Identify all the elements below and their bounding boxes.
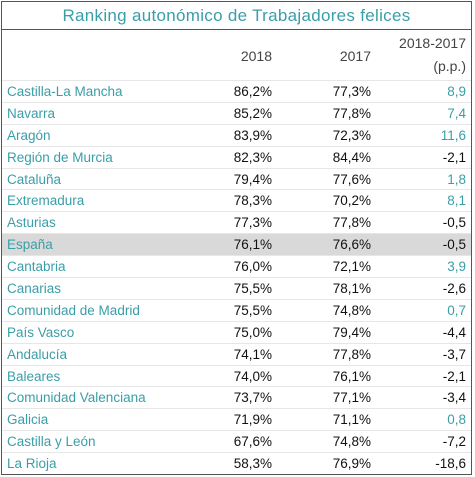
difference: 8,1	[447, 193, 466, 209]
difference: -3,4	[442, 390, 466, 406]
region-name: Canarias	[7, 281, 62, 297]
value-2017: 77,1%	[332, 390, 371, 406]
value-2018: 83,9%	[233, 127, 272, 143]
value-2017: 77,8%	[332, 346, 371, 362]
value-2018: 73,7%	[233, 390, 272, 406]
column-header: 2017	[339, 48, 371, 64]
region-name: Cataluña	[7, 171, 62, 187]
value-2018: 75,0%	[233, 324, 272, 340]
value-2018: 76,0%	[233, 259, 272, 275]
table-row: Aragón 83,9% 72,3% 11,6	[2, 123, 471, 146]
table-row: País Vasco 75,0% 79,4% -4,4	[2, 320, 471, 343]
region-name: Castilla-La Mancha	[7, 84, 123, 99]
value-2017: 78,1%	[332, 281, 371, 297]
value-2017: 84,4%	[332, 149, 371, 165]
value-2017: 77,3%	[332, 84, 371, 99]
value-2017: 71,1%	[332, 412, 371, 428]
table-row: Castilla y León 67,6% 74,8% -7,2	[2, 430, 471, 452]
value-2017: 76,1%	[332, 368, 371, 384]
difference: 3,9	[447, 259, 466, 275]
region-name: Galicia	[7, 412, 49, 428]
region-name: Baleares	[7, 368, 61, 384]
region-name: España	[7, 237, 53, 253]
value-2018: 58,3%	[233, 456, 272, 472]
table-row: Andalucía 74,1% 77,8% -3,7	[2, 342, 471, 365]
table-row: España 76,1% 76,6% -0,5	[2, 233, 471, 256]
region-name: Cantabria	[7, 259, 66, 275]
value-2017: 72,3%	[332, 127, 371, 143]
table-row: Cataluña 79,4% 77,6% 1,8	[2, 167, 471, 190]
value-2017: 77,8%	[332, 105, 371, 121]
value-2018: 74,0%	[233, 368, 272, 384]
difference: -2,6	[442, 281, 466, 297]
difference: 8,9	[447, 84, 466, 99]
table-row: Galicia 71,9% 71,1% 0,8	[2, 408, 471, 430]
difference: 11,6	[440, 127, 466, 143]
difference: 1,8	[447, 171, 466, 187]
region-name: País Vasco	[7, 324, 75, 340]
value-2018: 78,3%	[233, 193, 272, 209]
table-row: Asturias 77,3% 77,8% -0,5	[2, 211, 471, 233]
difference: -2,1	[442, 368, 466, 384]
table-row: Comunidad de Madrid 75,5% 74,8% 0,7	[2, 298, 471, 321]
value-2018: 86,2%	[233, 84, 272, 99]
value-2018: 76,1%	[233, 237, 272, 253]
region-name: Comunidad Valenciana	[7, 390, 146, 406]
value-2017: 77,6%	[332, 171, 371, 187]
table-row: Castilla-La Mancha 86,2% 77,3% 8,9	[2, 80, 471, 102]
title: Ranking autonómico de Trabajadores felic…	[2, 2, 471, 30]
value-2018: 75,5%	[233, 302, 272, 318]
value-2017: 74,8%	[332, 302, 371, 318]
difference: -18,6	[435, 456, 466, 472]
region-name: Asturias	[7, 215, 56, 231]
difference: 7,4	[447, 105, 466, 121]
value-2018: 71,9%	[233, 412, 272, 428]
value-2018: 67,6%	[233, 434, 272, 450]
value-2017: 76,9%	[332, 456, 371, 472]
value-2017: 79,4%	[332, 324, 371, 340]
table-row: Comunidad Valenciana 73,7% 77,1% -3,4	[2, 386, 471, 408]
difference: -7,2	[442, 434, 466, 450]
region-name: Castilla y León	[7, 434, 96, 450]
value-2017: 77,8%	[332, 215, 371, 231]
region-name: Navarra	[7, 105, 56, 121]
difference: -0,5	[442, 215, 466, 231]
value-2018: 79,4%	[233, 171, 272, 187]
value-2018: 75,5%	[233, 281, 272, 297]
table-row: Extremadura 78,3% 70,2% 8,1	[2, 189, 471, 211]
value-2018: 85,2%	[233, 105, 272, 121]
column-header: (p.p.)	[433, 58, 466, 74]
table-header: 2018 2017 2018-2017 (p.p.)	[2, 30, 471, 80]
table-row: Cantabria 76,0% 72,1% 3,9	[2, 255, 471, 277]
value-2017: 76,6%	[332, 237, 371, 253]
region-name: Comunidad de Madrid	[7, 302, 140, 318]
region-name: Aragón	[7, 127, 51, 143]
table-row: Baleares 74,0% 76,1% -2,1	[2, 364, 471, 387]
region-name: Andalucía	[7, 346, 68, 362]
value-2018: 77,3%	[233, 215, 272, 231]
difference: -2,1	[442, 149, 466, 165]
column-header: 2018-2017	[399, 35, 466, 51]
region-name: Extremadura	[7, 193, 85, 209]
value-2017: 74,8%	[332, 434, 371, 450]
value-2017: 70,2%	[332, 193, 371, 209]
difference: -3,7	[442, 346, 466, 362]
difference: 0,7	[447, 302, 466, 318]
value-2017: 72,1%	[332, 259, 371, 275]
difference: -0,5	[442, 237, 466, 253]
table-row: Canarias 75,5% 78,1% -2,6	[2, 277, 471, 299]
region-name: La Rioja	[7, 456, 57, 472]
difference: 0,8	[447, 412, 466, 428]
region-name: Región de Murcia	[7, 149, 113, 165]
table-row: Región de Murcia 82,3% 84,4% -2,1	[2, 145, 471, 168]
value-2018: 74,1%	[233, 346, 272, 362]
table-row: La Rioja 58,3% 76,9% -18,6	[2, 452, 471, 474]
column-header: 2018	[240, 48, 272, 64]
value-2018: 82,3%	[233, 149, 272, 165]
difference: -4,4	[442, 324, 466, 340]
table-body: Castilla-La Mancha 86,2% 77,3% 8,9 Navarra 85…	[2, 80, 471, 474]
table-row: Navarra 85,2% 77,8% 7,4	[2, 101, 471, 124]
